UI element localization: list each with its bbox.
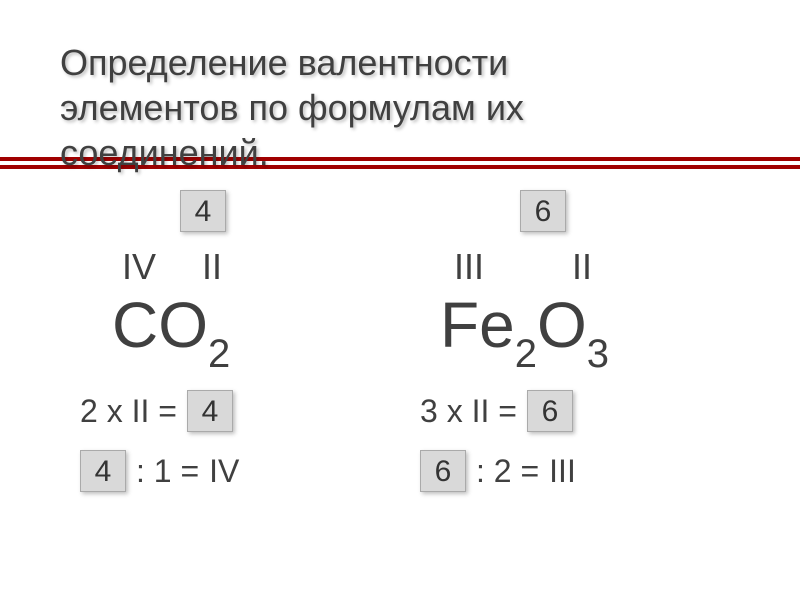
roman-right-2: II bbox=[572, 246, 592, 288]
eq2-right-mid: : 2 = bbox=[476, 453, 539, 490]
eq2-right-badge: 6 bbox=[420, 450, 466, 492]
eq2-left-badge: 4 bbox=[80, 450, 126, 492]
eq1-left-lhs: 2 x II = bbox=[80, 393, 177, 430]
formula-right-el1: Fe bbox=[440, 289, 515, 361]
roman-row-left: IV II bbox=[122, 246, 222, 288]
eq2-left-mid: : 1 = bbox=[136, 453, 199, 490]
eq2-left-result: IV bbox=[209, 453, 239, 490]
roman-left-1: IV bbox=[122, 246, 192, 288]
eq1-left-badge: 4 bbox=[187, 390, 233, 432]
formula-right-el2: O bbox=[537, 289, 587, 361]
eq2-right-result: III bbox=[549, 453, 576, 490]
formula-right-sub1: 2 bbox=[515, 332, 537, 376]
eq1-right-lhs: 3 x II = bbox=[420, 393, 517, 430]
eq1-right: 3 x II = 6 bbox=[420, 390, 573, 432]
content-area: 4 IV II CO2 2 x II = 4 4 : 1 = IV 6 II bbox=[60, 190, 740, 570]
formula-left-sub: 2 bbox=[208, 332, 230, 376]
slide: Определение валентности элементов по фор… bbox=[0, 0, 800, 600]
formula-right: Fe2O3 bbox=[440, 288, 609, 371]
formula-left: CO2 bbox=[112, 288, 230, 371]
roman-left-2: II bbox=[202, 246, 222, 288]
title-line-3: соединений. bbox=[60, 132, 269, 173]
top-badge-left: 4 bbox=[180, 190, 226, 232]
eq1-left: 2 x II = 4 bbox=[80, 390, 233, 432]
title-line-2: элементов по формулам их bbox=[60, 87, 524, 128]
formula-right-sub2: 3 bbox=[587, 332, 609, 376]
eq2-left: 4 : 1 = IV bbox=[80, 450, 239, 492]
formula-left-el1: C bbox=[112, 289, 158, 361]
roman-right-1: III bbox=[454, 246, 562, 288]
formula-left-el2: O bbox=[158, 289, 208, 361]
eq1-right-badge: 6 bbox=[527, 390, 573, 432]
title-line-1: Определение валентности bbox=[60, 42, 508, 83]
roman-row-right: III II bbox=[454, 246, 592, 288]
slide-title: Определение валентности элементов по фор… bbox=[60, 40, 740, 175]
eq2-right: 6 : 2 = III bbox=[420, 450, 576, 492]
top-badge-right: 6 bbox=[520, 190, 566, 232]
